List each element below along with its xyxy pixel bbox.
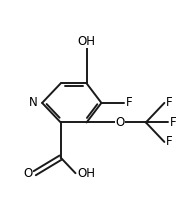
Text: F: F [166,135,173,148]
Text: OH: OH [78,35,96,48]
Text: OH: OH [77,167,95,180]
Text: F: F [125,96,132,109]
Text: F: F [166,96,173,109]
Text: F: F [170,116,177,129]
Text: N: N [29,96,38,109]
Text: O: O [24,167,33,180]
Text: O: O [115,116,125,129]
